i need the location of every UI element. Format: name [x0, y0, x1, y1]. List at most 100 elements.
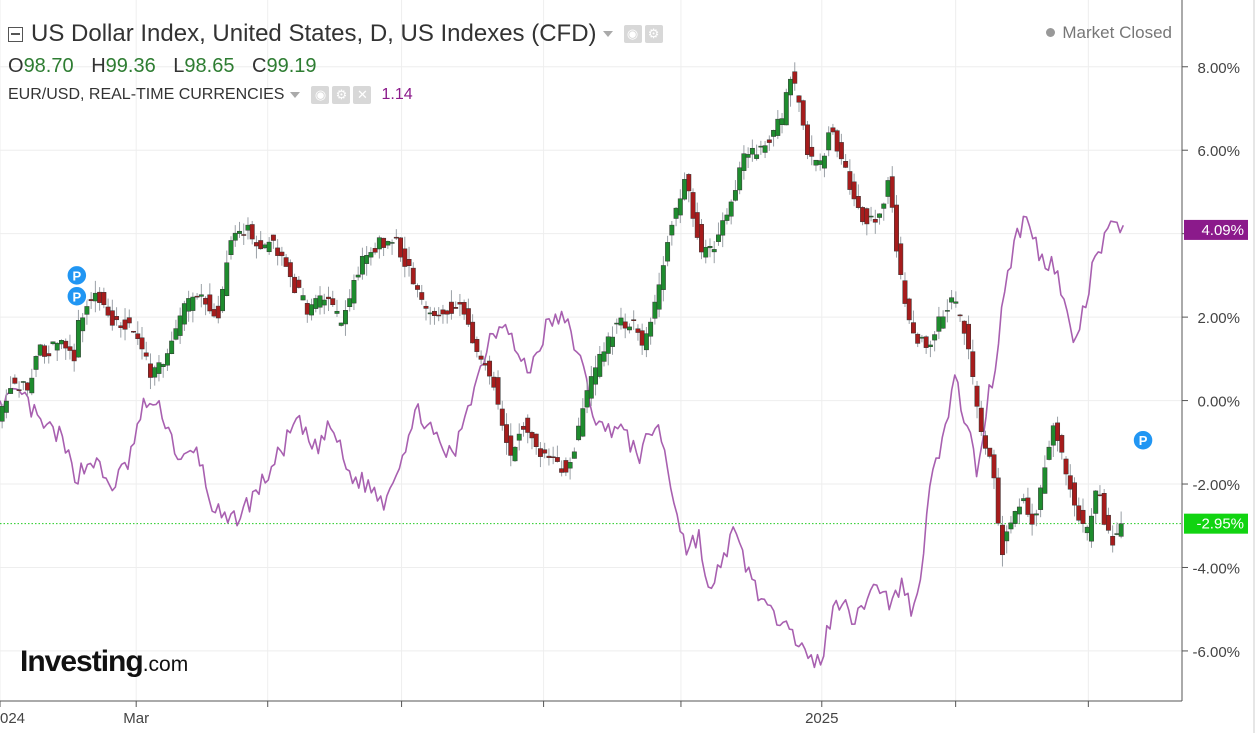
- collapse-icon[interactable]: [8, 26, 23, 42]
- event-marker[interactable]: P: [66, 285, 88, 308]
- candle: [207, 283, 213, 314]
- candle: [368, 247, 374, 266]
- eye-icon[interactable]: ◉: [623, 25, 642, 43]
- candle: [944, 299, 950, 323]
- candle: [1059, 433, 1065, 460]
- gear-icon[interactable]: ⚙: [644, 25, 663, 43]
- x-tick-label: 024: [0, 710, 25, 727]
- candle: [1029, 503, 1035, 536]
- candle: [300, 287, 306, 301]
- usd-index-series: [0, 62, 1124, 567]
- candle: [1080, 498, 1086, 533]
- candle: [279, 246, 285, 266]
- candle: [995, 467, 1001, 526]
- candle: [796, 95, 802, 112]
- candle: [1072, 477, 1077, 517]
- candle: [669, 221, 675, 246]
- candle: [1004, 525, 1010, 554]
- candle: [12, 374, 18, 385]
- candle: [631, 310, 637, 330]
- candle: [927, 340, 933, 358]
- candle: [1089, 508, 1094, 548]
- candle: [1067, 464, 1073, 498]
- candle: [194, 292, 200, 300]
- market-status: Market Closed: [1046, 23, 1172, 43]
- candle: [84, 298, 90, 325]
- candle: [359, 247, 365, 280]
- event-marker[interactable]: P: [1132, 429, 1154, 451]
- candle: [42, 343, 47, 364]
- chevron-down-icon[interactable]: [290, 92, 301, 98]
- candle: [504, 413, 509, 455]
- candle: [690, 188, 696, 227]
- ohlc-low: L98.65: [173, 55, 235, 77]
- x-axis-ticks: 024 Mar 2025: [0, 701, 1089, 727]
- candle: [643, 326, 649, 358]
- chevron-down-icon[interactable]: [602, 31, 613, 37]
- candle: [588, 365, 594, 406]
- candle: [415, 283, 420, 298]
- candle: [1105, 507, 1111, 534]
- candle: [648, 317, 654, 345]
- candle: [834, 129, 840, 158]
- chart-title: US Dollar Index, United States, D, US In…: [31, 20, 597, 47]
- candle: [1038, 484, 1044, 518]
- candle: [932, 331, 938, 352]
- event-marker-label: P: [1139, 433, 1148, 448]
- candle: [495, 370, 501, 410]
- investing-logo: Investing.com: [20, 645, 188, 679]
- candle: [1008, 516, 1014, 534]
- close-icon[interactable]: ✕: [353, 86, 372, 104]
- candle: [46, 345, 52, 364]
- candle: [343, 300, 348, 336]
- candle: [665, 235, 671, 267]
- candle: [355, 266, 361, 281]
- secondary-series-value: 1.14: [381, 86, 413, 103]
- last-value-labels: 4.09% -2.95%: [1184, 219, 1248, 534]
- gear-icon[interactable]: ⚙: [332, 86, 351, 104]
- candle: [855, 184, 861, 210]
- candle: [720, 212, 726, 248]
- candle: [321, 293, 327, 315]
- usd-index-last-label: -2.95%: [1184, 513, 1248, 534]
- candle: [249, 220, 255, 245]
- y-tick-label: -2.00%: [1192, 477, 1240, 494]
- candle: [296, 276, 302, 289]
- candle: [1055, 416, 1061, 452]
- candle: [364, 246, 370, 276]
- candle: [894, 195, 899, 258]
- candle: [512, 446, 518, 462]
- candle: [597, 345, 603, 379]
- ohlc-high: H99.36: [91, 55, 156, 77]
- candle: [626, 323, 632, 334]
- candle: [872, 209, 878, 234]
- candle: [1025, 487, 1031, 518]
- candle: [326, 286, 331, 312]
- candle: [8, 376, 14, 394]
- candle: [37, 343, 43, 357]
- candle: [656, 272, 662, 318]
- candle: [330, 290, 336, 307]
- candle: [525, 414, 531, 444]
- candle: [571, 447, 577, 459]
- candle: [131, 330, 136, 334]
- ohlc-open: O98.70: [8, 55, 74, 77]
- candle: [766, 135, 772, 151]
- candle: [978, 400, 984, 436]
- candle: [160, 363, 166, 378]
- candle: [402, 236, 408, 278]
- candle: [906, 297, 912, 324]
- candle: [877, 213, 882, 225]
- eye-icon[interactable]: ◉: [311, 86, 330, 104]
- candle: [821, 153, 827, 178]
- y-tick-label: -4.00%: [1192, 560, 1240, 577]
- event-marker-label: P: [72, 289, 81, 304]
- event-marker[interactable]: P: [66, 264, 88, 287]
- candle: [126, 309, 132, 328]
- candle: [54, 342, 60, 362]
- event-markers[interactable]: PPP: [66, 264, 1154, 451]
- candle: [949, 290, 955, 310]
- candle: [177, 307, 183, 344]
- eur-usd-line: [0, 215, 1125, 669]
- event-marker-label: P: [72, 268, 81, 283]
